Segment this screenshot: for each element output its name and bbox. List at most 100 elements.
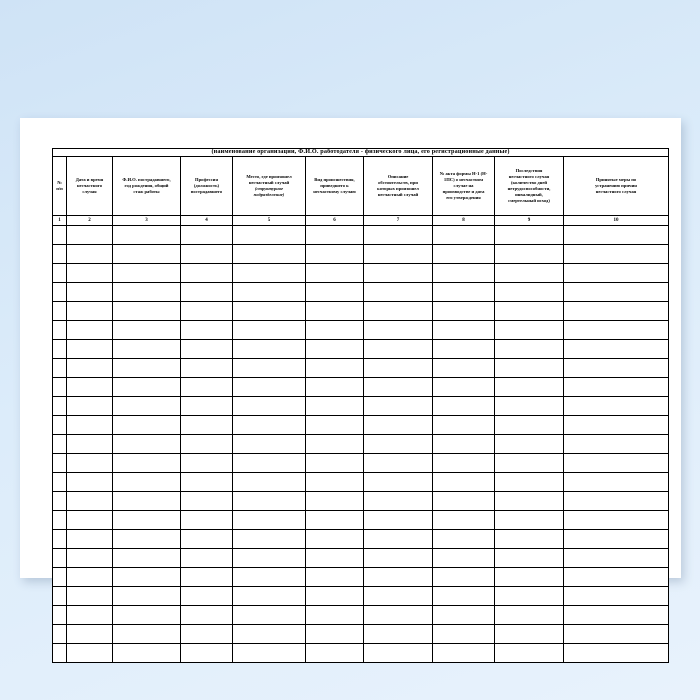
table-cell-col-2[interactable] [66, 224, 113, 245]
table-cell-col-5[interactable] [232, 395, 306, 416]
table-cell-col-6[interactable] [305, 281, 364, 302]
table-cell-col-6[interactable] [305, 566, 364, 587]
table-cell-col-8[interactable] [432, 585, 495, 606]
table-cell-col-5[interactable] [232, 376, 306, 397]
table-cell-col-7[interactable] [363, 509, 433, 530]
table-cell-col-1[interactable] [52, 642, 67, 663]
table-cell-col-3[interactable] [112, 338, 181, 359]
table-cell-col-4[interactable] [180, 414, 233, 435]
table-cell-col-4[interactable] [180, 604, 233, 625]
table-cell-col-10[interactable] [562, 319, 670, 340]
table-cell-col-1[interactable] [52, 471, 67, 492]
table-cell-col-5[interactable] [232, 566, 306, 587]
table-cell-col-5[interactable] [232, 528, 306, 549]
table-cell-col-3[interactable] [112, 224, 181, 245]
table-cell-col-3[interactable] [112, 262, 181, 283]
table-cell-col-8[interactable] [432, 566, 495, 587]
table-cell-col-7[interactable] [363, 566, 433, 587]
table-cell-col-2[interactable] [66, 509, 113, 530]
table-cell-col-4[interactable] [180, 452, 233, 473]
table-cell-col-6[interactable] [305, 243, 364, 264]
table-cell-col-6[interactable] [305, 224, 364, 245]
table-cell-col-3[interactable] [112, 623, 181, 644]
table-cell-col-6[interactable] [305, 490, 364, 511]
table-cell-col-5[interactable] [232, 433, 306, 454]
table-cell-col-10[interactable] [562, 262, 670, 283]
table-cell-col-7[interactable] [363, 642, 433, 663]
table-cell-col-10[interactable] [562, 281, 670, 302]
table-cell-col-3[interactable] [112, 509, 181, 530]
table-cell-col-8[interactable] [432, 452, 495, 473]
table-cell-col-4[interactable] [180, 585, 233, 606]
table-cell-col-9[interactable] [494, 281, 564, 302]
table-cell-col-5[interactable] [232, 623, 306, 644]
table-cell-col-2[interactable] [66, 528, 113, 549]
table-cell-col-4[interactable] [180, 433, 233, 454]
table-cell-col-9[interactable] [494, 414, 564, 435]
table-cell-col-6[interactable] [305, 471, 364, 492]
table-cell-col-1[interactable] [52, 547, 67, 568]
table-cell-col-7[interactable] [363, 547, 433, 568]
table-cell-col-9[interactable] [494, 490, 564, 511]
table-cell-col-3[interactable] [112, 528, 181, 549]
table-cell-col-4[interactable] [180, 623, 233, 644]
table-cell-col-3[interactable] [112, 243, 181, 264]
table-cell-col-9[interactable] [494, 642, 564, 663]
table-cell-col-10[interactable] [562, 338, 670, 359]
table-cell-col-1[interactable] [52, 319, 67, 340]
table-cell-col-1[interactable] [52, 566, 67, 587]
table-cell-col-1[interactable] [52, 585, 67, 606]
table-cell-col-7[interactable] [363, 262, 433, 283]
table-cell-col-6[interactable] [305, 547, 364, 568]
table-cell-col-10[interactable] [562, 585, 670, 606]
table-cell-col-8[interactable] [432, 642, 495, 663]
table-cell-col-9[interactable] [494, 547, 564, 568]
table-cell-col-9[interactable] [494, 376, 564, 397]
table-cell-col-3[interactable] [112, 452, 181, 473]
table-cell-col-7[interactable] [363, 623, 433, 644]
table-cell-col-4[interactable] [180, 338, 233, 359]
table-cell-col-6[interactable] [305, 357, 364, 378]
table-cell-col-3[interactable] [112, 357, 181, 378]
table-cell-col-4[interactable] [180, 376, 233, 397]
table-cell-col-10[interactable] [562, 224, 670, 245]
table-cell-col-9[interactable] [494, 357, 564, 378]
table-cell-col-3[interactable] [112, 471, 181, 492]
table-cell-col-6[interactable] [305, 604, 364, 625]
table-cell-col-8[interactable] [432, 376, 495, 397]
table-cell-col-5[interactable] [232, 224, 306, 245]
table-cell-col-7[interactable] [363, 452, 433, 473]
table-cell-col-9[interactable] [494, 300, 564, 321]
table-cell-col-8[interactable] [432, 262, 495, 283]
table-cell-col-2[interactable] [66, 243, 113, 264]
table-cell-col-9[interactable] [494, 224, 564, 245]
table-cell-col-6[interactable] [305, 452, 364, 473]
table-cell-col-5[interactable] [232, 604, 306, 625]
table-cell-col-2[interactable] [66, 585, 113, 606]
table-cell-col-6[interactable] [305, 376, 364, 397]
table-cell-col-5[interactable] [232, 300, 306, 321]
table-cell-col-3[interactable] [112, 604, 181, 625]
table-cell-col-10[interactable] [562, 471, 670, 492]
table-cell-col-5[interactable] [232, 490, 306, 511]
table-cell-col-1[interactable] [52, 281, 67, 302]
table-cell-col-8[interactable] [432, 281, 495, 302]
table-cell-col-6[interactable] [305, 300, 364, 321]
table-cell-col-10[interactable] [562, 300, 670, 321]
table-cell-col-1[interactable] [52, 243, 67, 264]
table-cell-col-8[interactable] [432, 528, 495, 549]
table-cell-col-2[interactable] [66, 319, 113, 340]
table-cell-col-6[interactable] [305, 338, 364, 359]
table-cell-col-1[interactable] [52, 528, 67, 549]
table-cell-col-7[interactable] [363, 243, 433, 264]
table-cell-col-2[interactable] [66, 357, 113, 378]
table-cell-col-3[interactable] [112, 281, 181, 302]
table-cell-col-3[interactable] [112, 319, 181, 340]
table-cell-col-8[interactable] [432, 471, 495, 492]
table-cell-col-10[interactable] [562, 452, 670, 473]
table-cell-col-6[interactable] [305, 585, 364, 606]
table-cell-col-2[interactable] [66, 376, 113, 397]
table-cell-col-10[interactable] [562, 243, 670, 264]
table-cell-col-10[interactable] [562, 623, 670, 644]
table-cell-col-10[interactable] [562, 433, 670, 454]
